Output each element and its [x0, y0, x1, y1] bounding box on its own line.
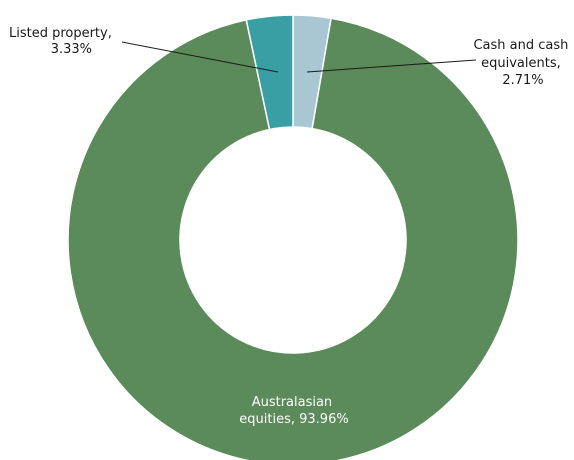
leader-lines — [121, 41, 477, 73]
slices — [67, 14, 519, 460]
slice-listed-property — [245, 14, 294, 131]
label-listed-property: Listed property, 3.33% — [9, 26, 116, 57]
leader-line-listed-property — [121, 41, 279, 73]
slice-australasian-equities — [67, 17, 519, 460]
leader-line-cash — [306, 59, 477, 73]
label-australasian-equities: Australasian equities, 93.96% — [239, 395, 348, 427]
label-cash: Cash and cash equivalents, 2.71% — [473, 38, 572, 88]
